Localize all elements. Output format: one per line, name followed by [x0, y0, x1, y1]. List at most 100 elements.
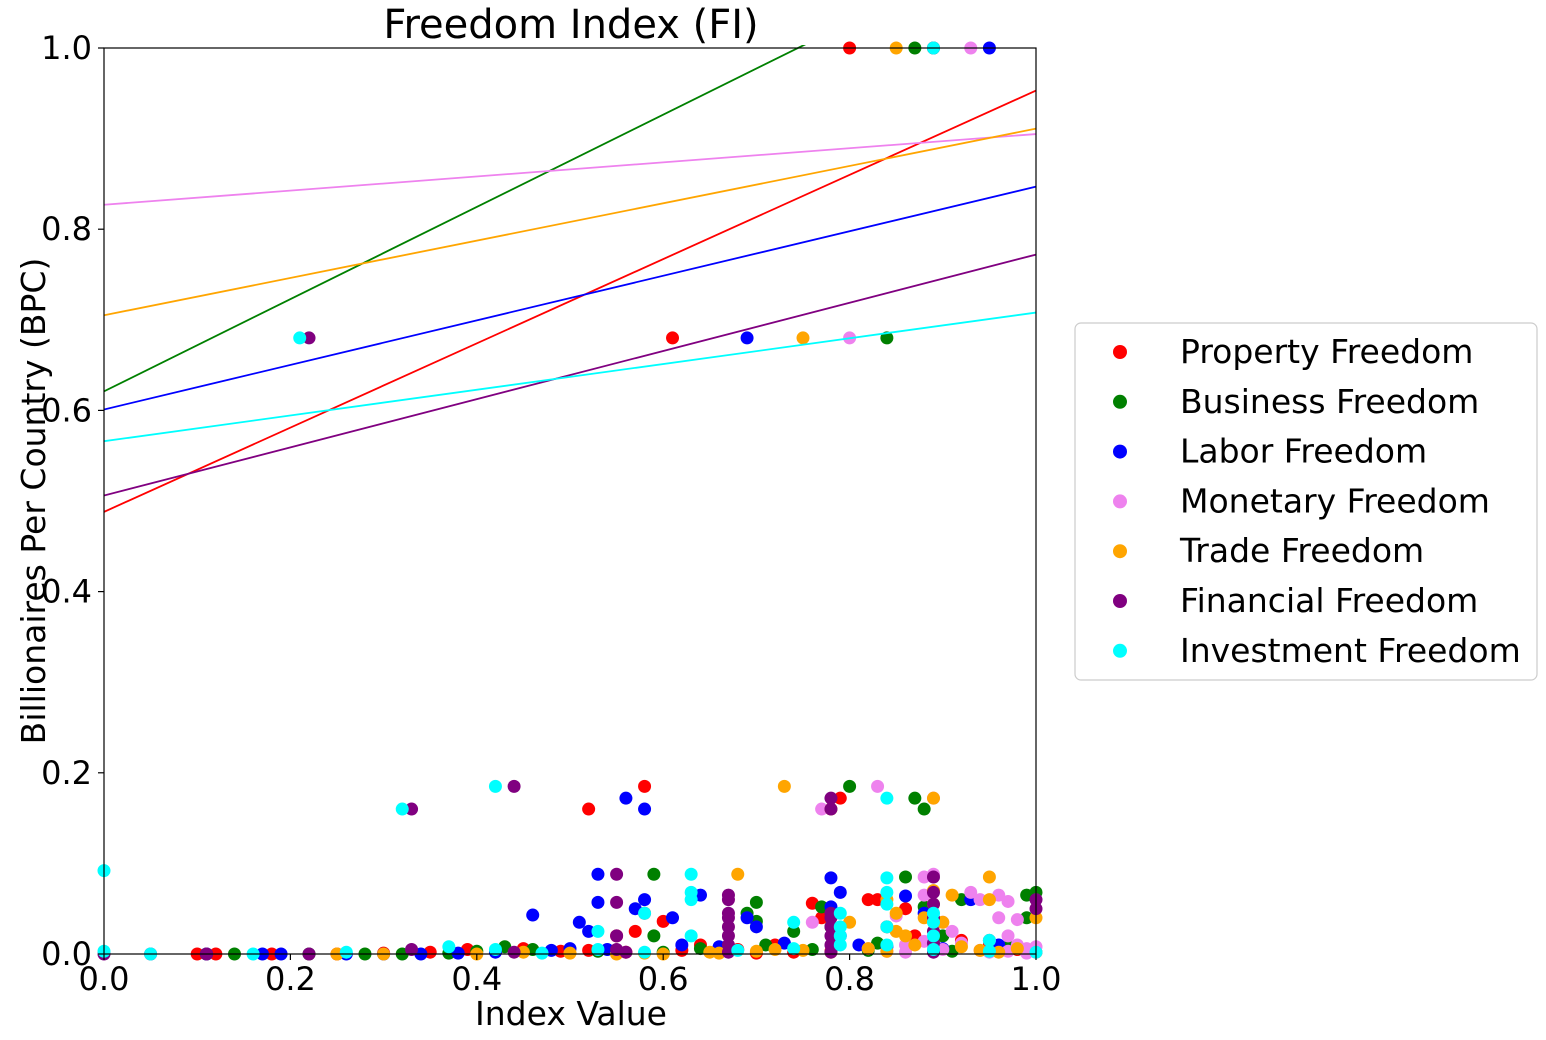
data-point: [572, 915, 586, 929]
data-point: [647, 929, 661, 943]
trend-line: [104, 45, 807, 393]
data-point: [684, 893, 698, 907]
legend-box: [1074, 322, 1538, 681]
legend-marker: [1113, 345, 1127, 359]
data-point: [591, 867, 605, 881]
data-point: [926, 791, 940, 805]
x-tick-label: 0.6: [638, 960, 689, 998]
data-point: [1010, 913, 1024, 927]
data-point: [526, 908, 540, 922]
plot-area: [97, 41, 1043, 961]
chart-title: Freedom Index (FI): [383, 2, 758, 48]
y-axis-title: Billionaires Per Country (BPC): [14, 258, 53, 745]
data-point: [591, 895, 605, 909]
data-point: [721, 920, 735, 934]
data-point: [488, 942, 502, 956]
data-point: [880, 897, 894, 911]
data-point: [824, 929, 838, 943]
data-point: [638, 779, 652, 793]
data-point: [880, 920, 894, 934]
data-point: [749, 920, 763, 934]
data-point: [815, 900, 829, 914]
data-point: [749, 944, 763, 958]
x-tick-label: 0.8: [824, 960, 875, 998]
data-point: [442, 940, 456, 954]
data-point: [824, 791, 838, 805]
data-point: [926, 897, 940, 911]
data-point: [339, 945, 353, 959]
data-point: [768, 942, 782, 956]
trend-line: [104, 311, 1037, 443]
data-point: [712, 946, 726, 960]
legend-marker: [1113, 643, 1127, 658]
data-point: [1010, 942, 1024, 956]
data-point: [721, 893, 735, 907]
legend-marker: [1113, 444, 1127, 459]
data-point: [628, 924, 642, 938]
data-point: [982, 933, 996, 947]
legend-marker: [1113, 494, 1127, 509]
data-point: [861, 942, 875, 956]
data-point: [899, 945, 913, 959]
data-point: [740, 331, 754, 345]
legend-marker: [1113, 544, 1127, 559]
legend-label: Business Freedom: [1180, 382, 1479, 421]
legend-label: Labor Freedom: [1180, 432, 1427, 471]
x-axis: 0.0 0.2 0.4 0.6 0.8 1.0: [79, 954, 1062, 998]
data-points: [97, 41, 1043, 961]
trend-lines: [104, 45, 1037, 513]
x-tick-label: 0.2: [265, 960, 316, 998]
data-point: [591, 942, 605, 956]
trend-line: [104, 253, 1037, 497]
data-point: [880, 885, 894, 899]
data-point: [945, 888, 959, 902]
data-point: [992, 945, 1006, 959]
data-point: [982, 870, 996, 884]
data-point: [731, 867, 745, 881]
data-point: [964, 885, 978, 899]
data-point: [610, 895, 624, 909]
x-tick-label: 1.0: [1011, 960, 1062, 998]
data-point: [740, 911, 754, 925]
data-point: [488, 779, 502, 793]
data-point: [638, 945, 652, 959]
x-tick-label: 0.4: [451, 960, 502, 998]
data-point: [880, 791, 894, 805]
data-point: [926, 915, 940, 929]
legend-label: Monetary Freedom: [1180, 481, 1490, 520]
data-point: [787, 942, 801, 956]
x-axis-title: Index Value: [475, 994, 667, 1033]
data-point: [805, 915, 819, 929]
data-point: [405, 802, 419, 816]
data-point: [824, 945, 838, 959]
legend-marker: [1113, 594, 1127, 608]
data-point: [610, 929, 624, 943]
y-tick-label: 0.2: [41, 754, 92, 792]
data-point: [675, 938, 689, 952]
data-point: [302, 331, 316, 345]
data-point: [582, 924, 596, 938]
data-point: [880, 331, 894, 345]
data-point: [899, 889, 913, 903]
data-point: [815, 802, 829, 816]
data-point: [638, 893, 652, 907]
plot-frame: [103, 47, 1037, 955]
data-point: [926, 870, 940, 884]
data-point: [703, 945, 717, 959]
data-point: [871, 779, 885, 793]
legend-marker: [1113, 394, 1127, 409]
data-point: [833, 791, 847, 805]
data-point: [638, 906, 652, 920]
legend: Property Freedom Business Freedom Labor Fr…: [1074, 322, 1538, 681]
data-point: [638, 802, 652, 816]
x-tick-label: 0.0: [79, 960, 130, 998]
data-point: [582, 802, 596, 816]
data-point: [1001, 929, 1015, 943]
data-point: [1001, 894, 1015, 908]
data-point: [796, 331, 810, 345]
data-point: [619, 945, 633, 959]
data-point: [908, 938, 922, 952]
legend-label: Trade Freedom: [1179, 531, 1424, 570]
data-point: [535, 946, 549, 960]
